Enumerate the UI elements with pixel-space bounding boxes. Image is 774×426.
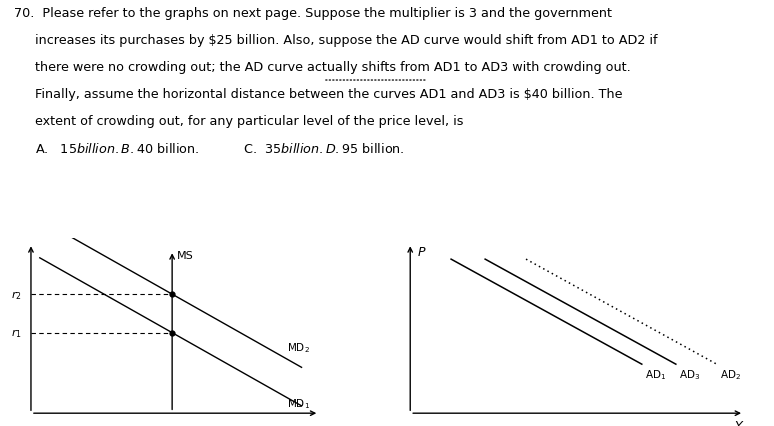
Text: A.   $15 billion.        B.  $40 billion.           C.  $35 billion.          D.: A. $15 billion. B. $40 billion. C. $35 b… xyxy=(35,142,405,156)
Text: MD$_1$: MD$_1$ xyxy=(287,396,310,410)
Text: $r_1$: $r_1$ xyxy=(12,326,22,339)
Text: AD$_2$: AD$_2$ xyxy=(720,367,741,381)
Text: MD$_2$: MD$_2$ xyxy=(287,340,310,354)
Text: AD$_3$: AD$_3$ xyxy=(680,367,700,381)
Text: AD$_1$: AD$_1$ xyxy=(646,367,666,381)
Text: $Y$: $Y$ xyxy=(734,419,744,426)
Text: extent of crowding out, for any particular level of the price level, is: extent of crowding out, for any particul… xyxy=(35,115,464,128)
Text: increases its purchases by $25 billion. Also, suppose the AD curve would shift f: increases its purchases by $25 billion. … xyxy=(35,34,657,47)
Text: 70.  Please refer to the graphs on next page. Suppose the multiplier is 3 and th: 70. Please refer to the graphs on next p… xyxy=(14,7,612,20)
Text: there were no crowding out; the AD curve actually shifts from AD1 to AD3 with cr: there were no crowding out; the AD curve… xyxy=(35,61,631,74)
Text: MS: MS xyxy=(176,251,194,261)
Text: Finally, assume the horizontal distance between the curves AD1 and AD3 is $40 bi: Finally, assume the horizontal distance … xyxy=(35,88,622,101)
Text: $r_2$: $r_2$ xyxy=(12,288,22,301)
Text: $P$: $P$ xyxy=(417,245,426,259)
